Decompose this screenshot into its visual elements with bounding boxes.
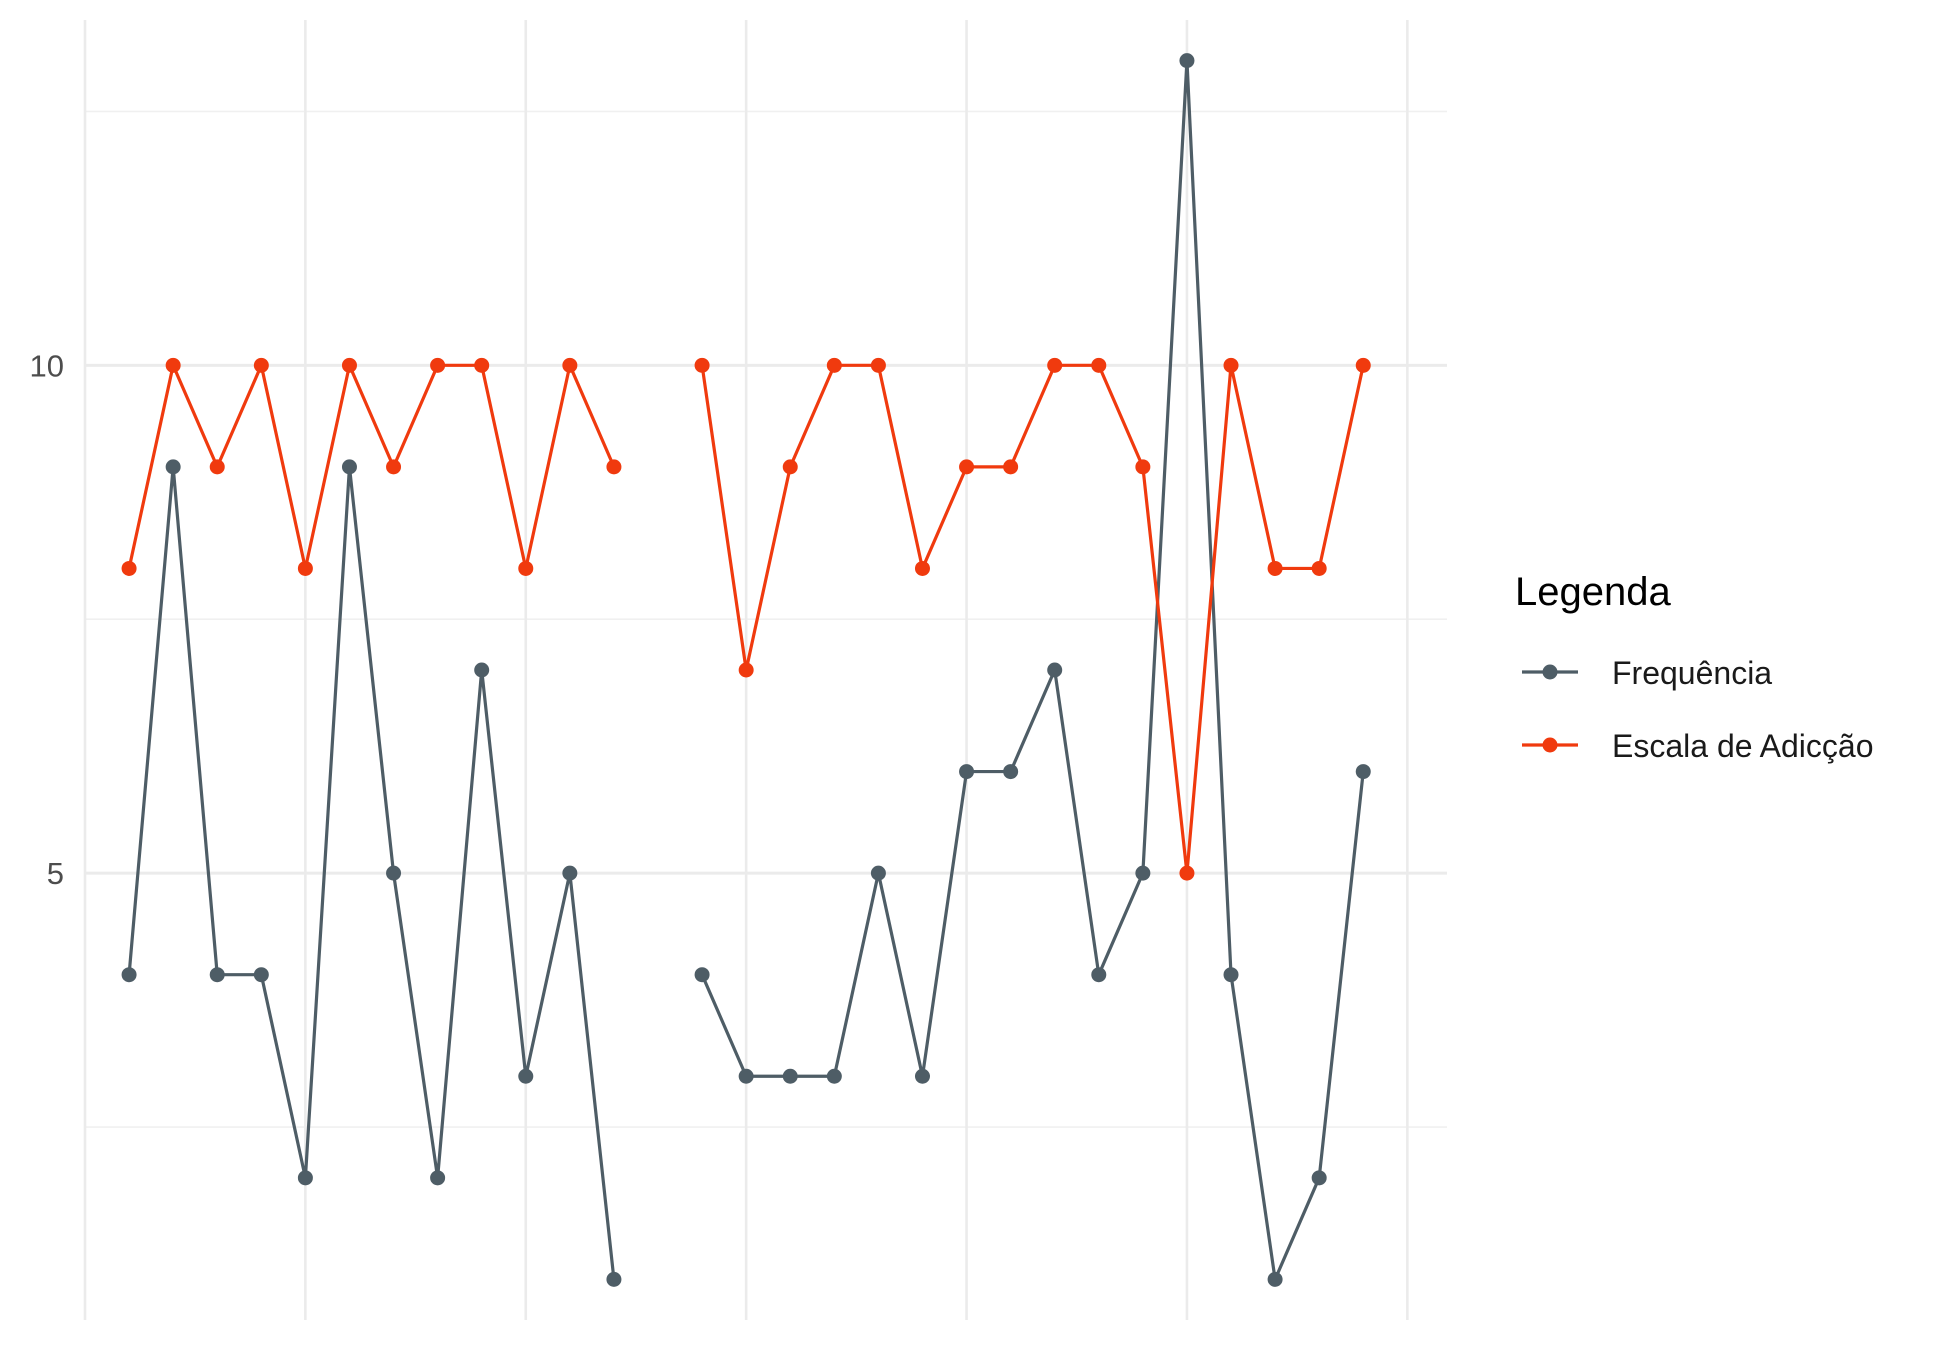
series-0-point-15 [782, 1068, 798, 1084]
series-0-point-27 [1311, 1170, 1327, 1186]
legend-label-0: Frequência [1612, 655, 1772, 691]
series-1-point-14 [738, 662, 754, 678]
series-0-point-10 [562, 865, 578, 881]
y-tick-label-0: 5 [47, 856, 64, 891]
series-0-point-14 [738, 1068, 754, 1084]
series-0-line-0 [127, 465, 616, 1281]
series-0 [121, 53, 1371, 1287]
legend-key-point-0 [1542, 664, 1558, 680]
series-0-point-13 [694, 967, 710, 983]
series-1-point-2 [209, 459, 225, 475]
series-1-point-8 [474, 357, 490, 373]
series-1-point-3 [253, 357, 269, 373]
series-1-point-16 [826, 357, 842, 373]
series-0-point-11 [606, 1271, 622, 1287]
series-1-point-26 [1267, 560, 1283, 576]
series-1-point-15 [782, 459, 798, 475]
series-0-point-1 [165, 459, 181, 475]
series-1-point-17 [870, 357, 886, 373]
series-1-point-7 [430, 357, 446, 373]
series-1-point-11 [606, 459, 622, 475]
series-0-point-25 [1223, 967, 1239, 983]
legend-item-1: Escala de Adicção [1522, 728, 1874, 764]
series-1-point-10 [562, 357, 578, 373]
series-0-point-28 [1355, 764, 1371, 780]
series-1-point-6 [386, 459, 402, 475]
series-0-point-4 [297, 1170, 313, 1186]
series-1-point-21 [1047, 357, 1063, 373]
series-1-point-28 [1355, 357, 1371, 373]
series-0-point-26 [1267, 1271, 1283, 1287]
series-1-point-19 [959, 459, 975, 475]
series-0-point-16 [826, 1068, 842, 1084]
series-0-point-2 [209, 967, 225, 983]
series-1-point-20 [1003, 459, 1019, 475]
legend-label-1: Escala de Adicção [1612, 728, 1874, 764]
series-0-point-18 [914, 1068, 930, 1084]
series-1-point-23 [1135, 459, 1151, 475]
series-1-line-0 [127, 363, 616, 571]
grid-layer [83, 20, 1447, 1320]
series-0-line-1 [700, 59, 1365, 1281]
series-layer [121, 53, 1371, 1287]
series-1-point-27 [1311, 560, 1327, 576]
series-0-point-6 [386, 865, 402, 881]
series-1-point-4 [297, 560, 313, 576]
series-0-point-21 [1047, 662, 1063, 678]
y-tick-label-1: 10 [30, 348, 64, 383]
series-0-point-22 [1091, 967, 1107, 983]
series-1-point-13 [694, 357, 710, 373]
series-1 [121, 357, 1371, 881]
series-1-point-0 [121, 560, 137, 576]
y-tick-labels: 5 10 [30, 348, 64, 891]
series-0-point-8 [474, 662, 490, 678]
series-0-point-24 [1179, 53, 1195, 69]
series-1-point-9 [518, 560, 534, 576]
series-0-point-20 [1003, 764, 1019, 780]
legend: Legenda Frequência Escala de Adicção [1515, 570, 1874, 764]
series-1-point-24 [1179, 865, 1195, 881]
series-0-point-7 [430, 1170, 446, 1186]
series-0-point-23 [1135, 865, 1151, 881]
series-0-point-0 [121, 967, 137, 983]
series-1-line-1 [700, 363, 1365, 875]
series-1-point-5 [341, 357, 357, 373]
series-1-point-1 [165, 357, 181, 373]
series-1-point-25 [1223, 357, 1239, 373]
legend-item-0: Frequência [1522, 655, 1772, 691]
series-1-point-18 [914, 560, 930, 576]
series-0-point-5 [341, 459, 357, 475]
series-1-point-22 [1091, 357, 1107, 373]
series-0-point-17 [870, 865, 886, 881]
legend-key-point-1 [1542, 737, 1558, 753]
legend-title: Legenda [1515, 570, 1671, 614]
series-0-point-9 [518, 1068, 534, 1084]
series-0-point-3 [253, 967, 269, 983]
series-0-point-19 [959, 764, 975, 780]
